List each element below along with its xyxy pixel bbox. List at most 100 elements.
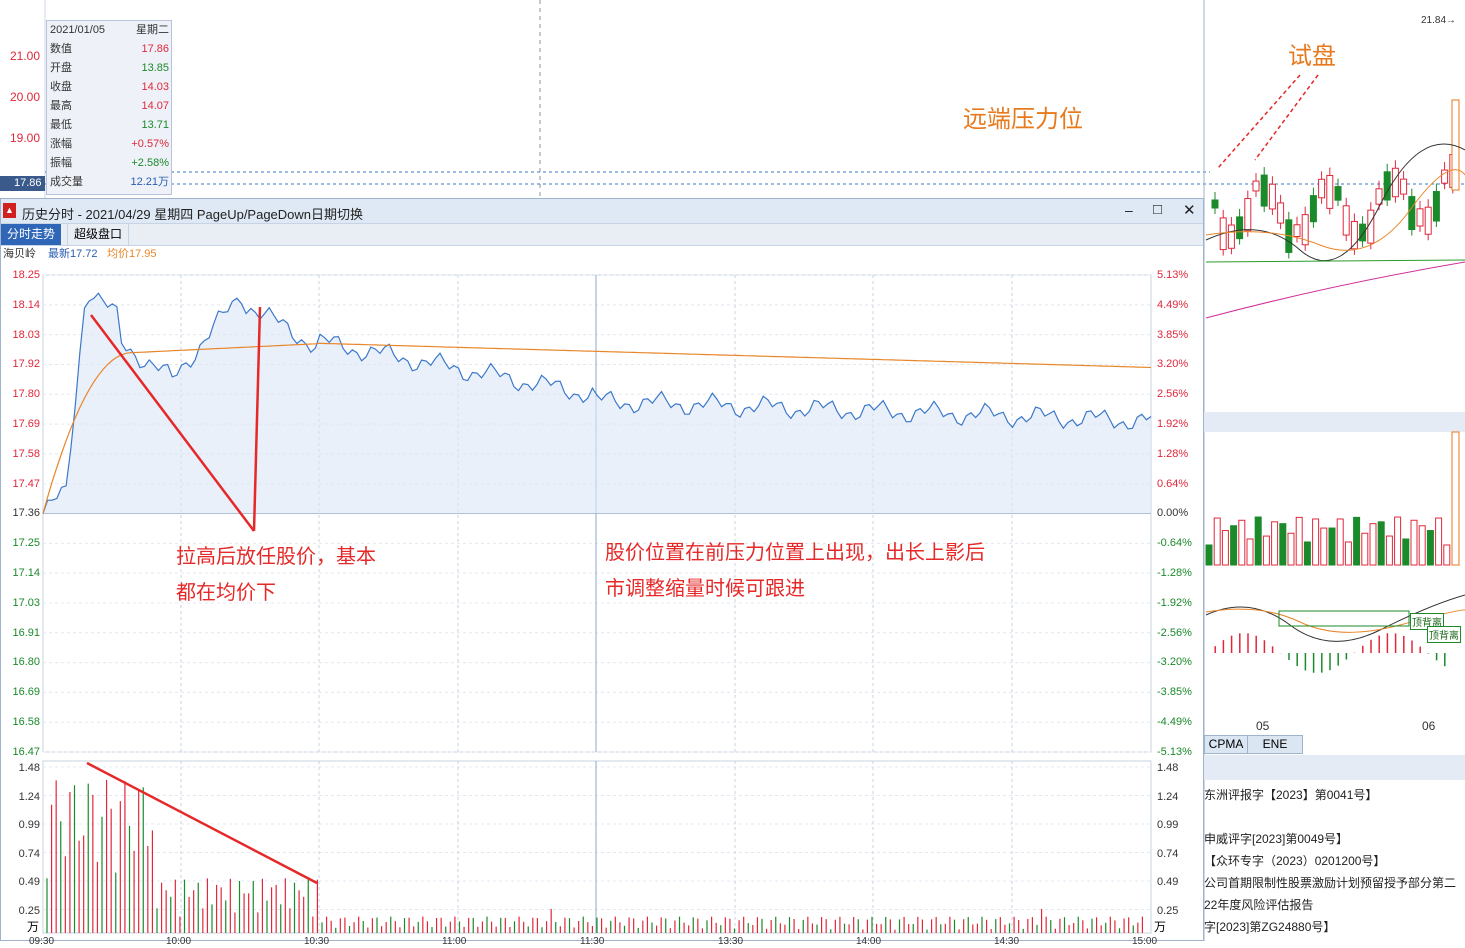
axis-tick-label: 17.69	[12, 418, 40, 430]
axis-tick-label: 1.24	[18, 790, 40, 803]
notice-item[interactable]: 【众环专字（2023）0201200号】	[1204, 854, 1386, 868]
indicator-tab-ene[interactable]: ENE	[1247, 735, 1303, 754]
infobox-value: +0.57%	[131, 138, 169, 150]
far-resistance-annotation: 远端压力位	[963, 106, 1083, 133]
tab-super-order-book[interactable]: 超级盘口	[67, 224, 130, 245]
axis-tick-label: 1.28%	[1157, 447, 1189, 460]
app-icon: ▲	[3, 203, 16, 218]
infobox-value: 13.85	[141, 62, 169, 74]
notice-item[interactable]: 公司首期限制性股票激励计划预留授予部分第二	[1204, 876, 1457, 890]
notice-item[interactable]: 东洲评报字【2023】第0041号】	[1204, 788, 1378, 802]
notice-item[interactable]: 22年度风险评估报告	[1204, 898, 1314, 912]
axis-tick-label: 16.91	[12, 626, 40, 639]
time-tick-label: 11:30	[580, 936, 605, 947]
infobox-row: 最低 13.71	[47, 116, 171, 135]
annotation-middle: 股价位置在前压力位置上出现，出长上影后 市调整缩量时候可跟进	[605, 542, 985, 600]
infobox-label: 最低	[50, 119, 72, 131]
infobox-value: 17.86	[141, 43, 169, 55]
notice-item[interactable]: 申威评字[2023]第0049号】	[1204, 832, 1349, 846]
infobox-weekday: 星期二	[136, 24, 169, 36]
price-area-fill	[43, 293, 1151, 514]
time-tick-label: 10:00	[166, 936, 192, 947]
axis-tick-label: 0.49	[18, 876, 40, 888]
current-price-tag-bg	[0, 176, 45, 191]
axis-tick-label: 3.85%	[1157, 328, 1189, 341]
axis-tick-label: -3.85%	[1157, 686, 1192, 699]
current-price-tag: 17.86	[14, 177, 42, 189]
notice-item[interactable]: 字[2023]第ZG24880号】	[1204, 920, 1336, 934]
axis-tick-label: 0.99	[1157, 819, 1179, 831]
axis-tick-label: 17.58	[12, 447, 40, 460]
axis-tick-label: 17.25	[12, 537, 40, 550]
time-tick-label: 15:00	[1132, 936, 1158, 947]
infobox-row: 成交量 12.21万	[47, 173, 171, 192]
axis-tick-label: -3.20%	[1157, 656, 1192, 669]
right-date-05: 05	[1256, 719, 1270, 733]
axis-tick-label: 2.56%	[1157, 388, 1189, 401]
tab-intraday-trend[interactable]: 分时走势	[1, 224, 62, 245]
infobox-header: 2021/01/05 星期二	[47, 21, 171, 40]
average-line	[42, 342, 1152, 514]
axis-tick-label: -1.92%	[1157, 596, 1192, 609]
axis-tick-label: 17.47	[12, 477, 40, 490]
average-price: 均价17.95	[107, 248, 157, 260]
axis-tick-label: 16.58	[12, 716, 40, 728]
infobox-value: 14.07	[141, 100, 169, 112]
annotation-trend-line	[90, 314, 255, 532]
arrow-right-icon: →	[1446, 15, 1457, 26]
infobox-label: 收盘	[50, 81, 72, 93]
axis-tick-label: -4.49%	[1157, 716, 1192, 728]
axis-tick-label: -2.56%	[1157, 626, 1192, 639]
axis-tick-label: 0.49	[1157, 876, 1179, 888]
annotation-left: 拉高后放任股价，基本 都在均价下	[176, 546, 376, 604]
infobox-value: +2.58%	[131, 157, 169, 169]
latest-price: 最新17.72	[48, 248, 98, 260]
infobox-row: 涨幅 +0.57%	[47, 135, 171, 154]
infobox-label: 成交量	[50, 176, 83, 188]
divergence-tag-bottom: 顶背离	[1427, 626, 1461, 643]
infobox-label: 开盘	[50, 62, 72, 74]
infobox-label: 涨幅	[50, 138, 72, 150]
stock-name: 海贝岭	[3, 248, 36, 260]
axis-tick-label: 0.99	[18, 819, 40, 831]
infobox-label: 数值	[50, 43, 72, 55]
close-button[interactable]: ✕	[1183, 202, 1196, 219]
right-date-06: 06	[1422, 719, 1436, 733]
infobox-row: 最高 14.07	[47, 97, 171, 116]
axis-tick-label: 1.48	[18, 762, 40, 774]
right-candlestick-area	[1205, 99, 1465, 319]
window-title: 历史分时 - 2021/04/29 星期四 PageUp/PageDown日期切…	[22, 207, 364, 222]
maximize-button[interactable]: □	[1153, 201, 1163, 218]
right-macd-area	[1205, 594, 1465, 673]
axis-tick-label: 1.48	[1157, 762, 1179, 774]
axis-tick-label: 16.47	[12, 745, 40, 758]
volume-unit-right: 万	[1154, 920, 1167, 934]
infobox-value: 12.21万	[130, 176, 169, 188]
price-label-2100: 21.00	[10, 49, 41, 63]
time-tick-label: 09:30	[29, 936, 55, 947]
volume-unit-left: 万	[27, 920, 40, 934]
intraday-chart	[42, 274, 1152, 934]
top-right-value: 21.84→	[1421, 15, 1457, 26]
axis-tick-label: 5.13%	[1157, 269, 1189, 281]
time-tick-label: 14:30	[994, 936, 1020, 947]
axis-tick-label: 18.14	[12, 298, 40, 311]
axis-tick-label: 16.69	[12, 686, 40, 699]
axis-tick-label: -5.13%	[1157, 745, 1192, 758]
indicator-tab-cpma[interactable]: CPMA	[1204, 735, 1248, 754]
price-label-1900: 19.00	[10, 131, 41, 145]
infobox-row: 收盘 14.03	[47, 78, 171, 97]
axis-tick-label: 1.24	[1157, 790, 1179, 803]
axis-tick-label: 0.64%	[1157, 477, 1189, 490]
quote-line: 海贝岭 最新17.72 均价17.95	[1, 246, 1203, 262]
time-tick-label: 10:30	[304, 936, 330, 947]
minimize-button[interactable]: –	[1125, 202, 1133, 218]
infobox-row: 开盘 13.85	[47, 59, 171, 78]
infobox-label: 振幅	[50, 157, 72, 169]
axis-tick-label: 17.92	[12, 358, 40, 371]
axis-tick-label: 0.74	[1157, 847, 1179, 860]
infobox-row: 数值 17.86	[47, 40, 171, 59]
axis-tick-label: 0.00%	[1157, 507, 1189, 520]
window-titlebar[interactable]: ▲ 历史分时 - 2021/04/29 星期四 PageUp/PageDown日…	[1, 199, 1203, 224]
